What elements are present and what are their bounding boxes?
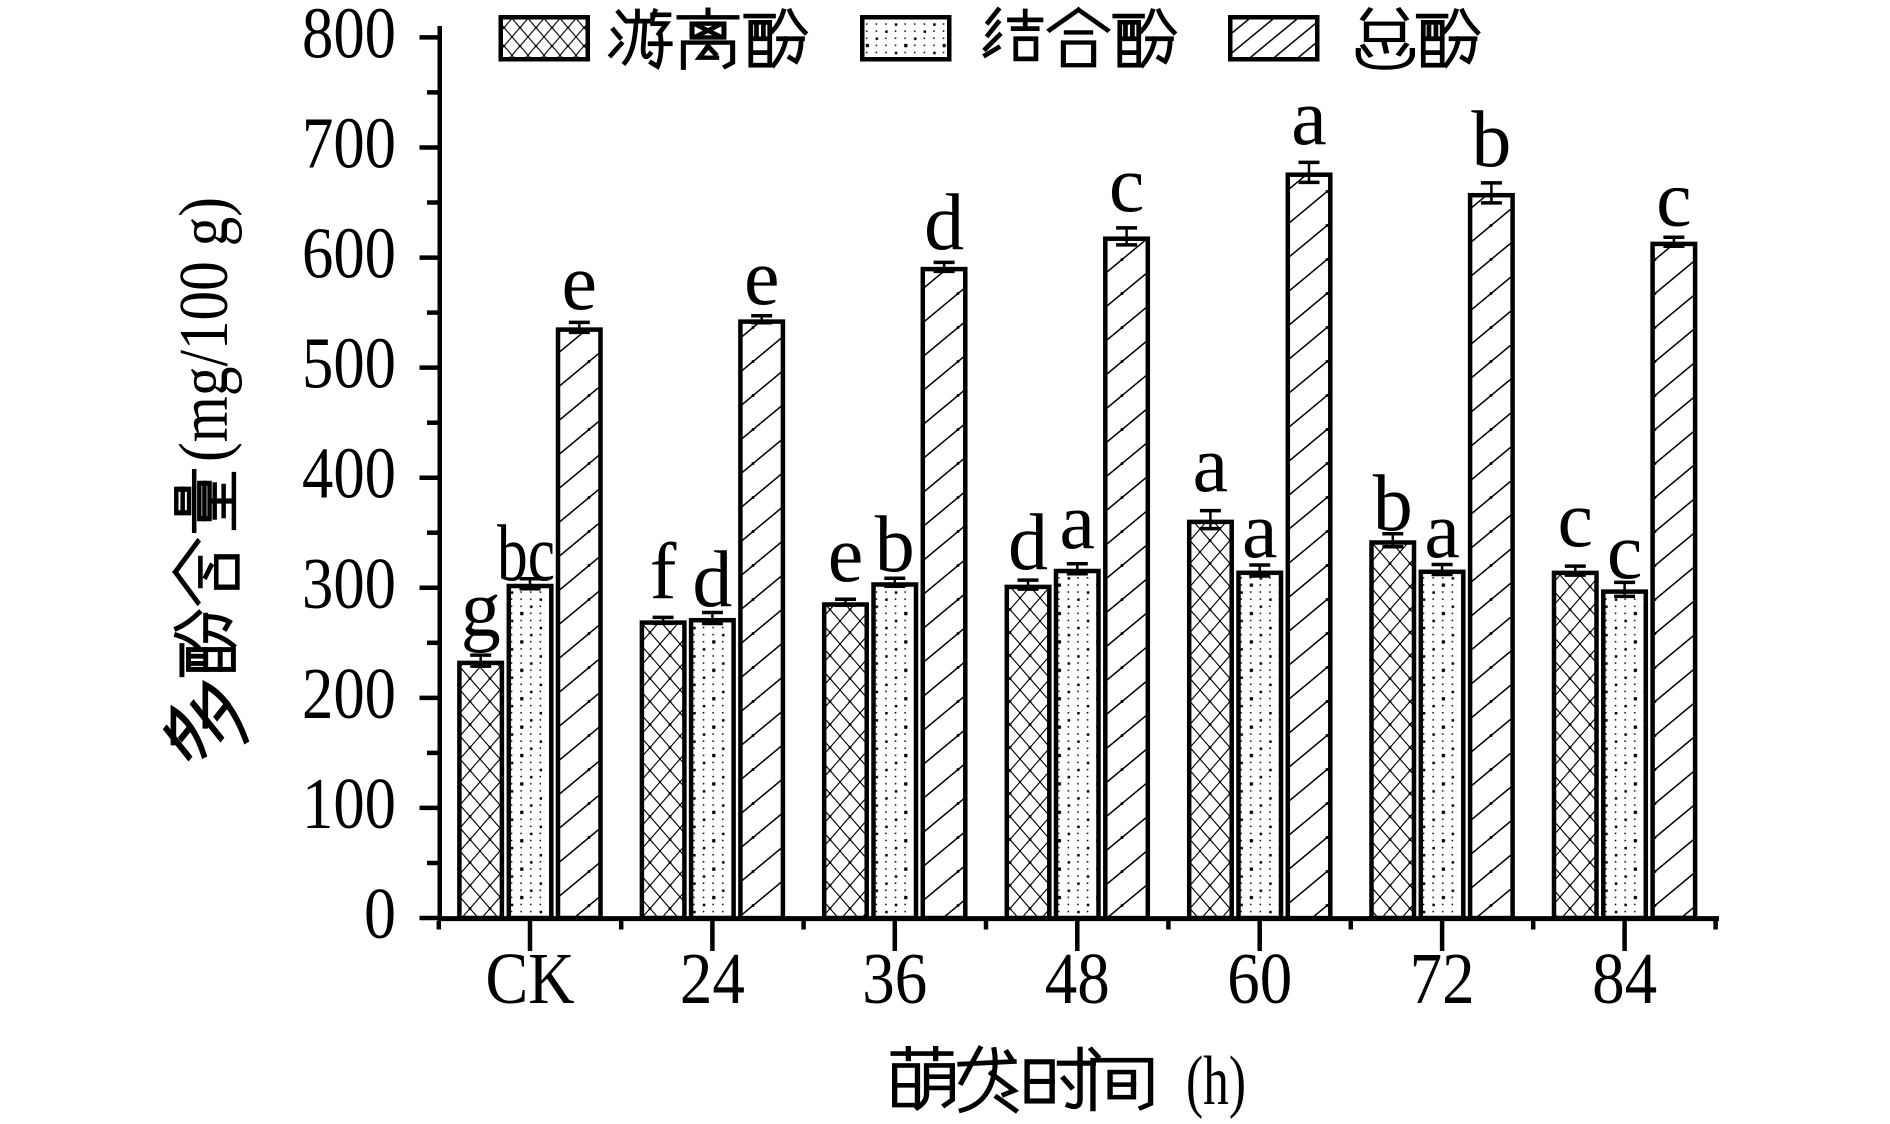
svg-text:d: d xyxy=(1008,499,1048,587)
svg-text:b: b xyxy=(1471,96,1511,184)
svg-text:d: d xyxy=(924,179,964,267)
svg-text:c: c xyxy=(1558,476,1594,564)
svg-text:24: 24 xyxy=(680,938,745,1019)
svg-text:a: a xyxy=(1424,487,1460,575)
svg-text:e: e xyxy=(828,511,864,599)
svg-text:c: c xyxy=(1109,141,1145,229)
svg-text:100: 100 xyxy=(302,763,396,844)
svg-text:500: 500 xyxy=(302,323,396,404)
svg-text:c: c xyxy=(1607,508,1643,596)
svg-text:b: b xyxy=(875,501,915,589)
svg-text:e: e xyxy=(744,234,780,322)
svg-text:0: 0 xyxy=(364,873,396,954)
svg-text:(h): (h) xyxy=(1186,1043,1246,1120)
svg-text:36: 36 xyxy=(862,938,927,1019)
svg-text:a: a xyxy=(1060,478,1096,566)
svg-text:600: 600 xyxy=(302,213,396,294)
svg-text:bc: bc xyxy=(497,510,555,598)
svg-text:60: 60 xyxy=(1227,938,1292,1019)
svg-text:f: f xyxy=(650,528,677,616)
svg-text:72: 72 xyxy=(1410,938,1475,1019)
svg-text:800: 800 xyxy=(302,0,396,73)
svg-text:300: 300 xyxy=(302,543,396,624)
svg-text:CK: CK xyxy=(486,938,575,1019)
svg-text:200: 200 xyxy=(302,653,396,734)
svg-text:d: d xyxy=(692,536,732,624)
svg-text:400: 400 xyxy=(302,433,396,514)
svg-text:(mg/100 g): (mg/100 g) xyxy=(166,197,243,462)
svg-text:a: a xyxy=(1193,421,1229,509)
svg-text:c: c xyxy=(1656,156,1692,244)
svg-text:e: e xyxy=(562,239,598,327)
svg-text:a: a xyxy=(1291,74,1327,162)
svg-text:84: 84 xyxy=(1592,938,1657,1019)
svg-text:g: g xyxy=(461,566,501,654)
svg-text:48: 48 xyxy=(1045,938,1110,1019)
svg-text:a: a xyxy=(1242,487,1278,575)
svg-text:700: 700 xyxy=(302,103,396,184)
svg-text:b: b xyxy=(1373,460,1413,548)
